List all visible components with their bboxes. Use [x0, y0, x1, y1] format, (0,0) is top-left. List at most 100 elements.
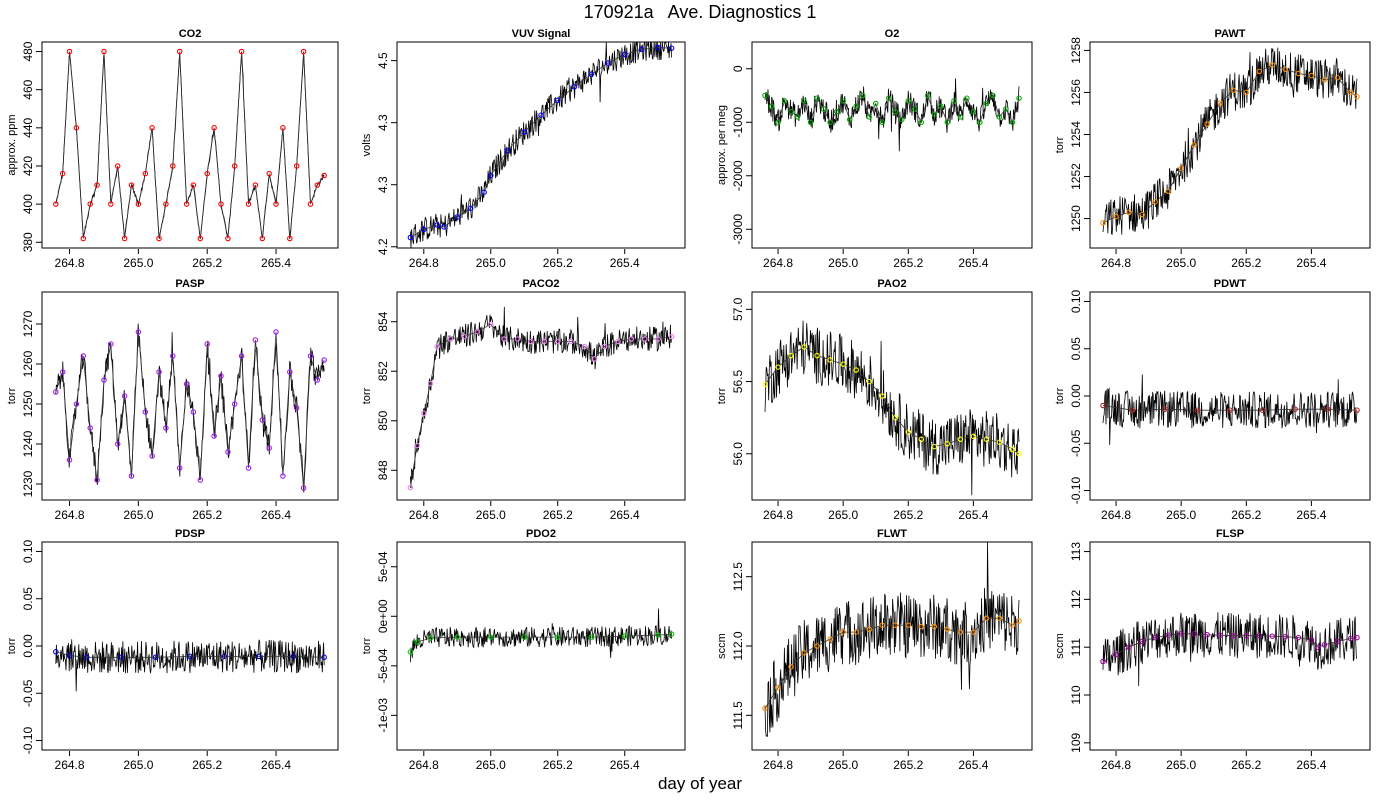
data-point: [866, 378, 872, 385]
data-point: [853, 103, 859, 109]
x-tick-label: 265.2: [1231, 508, 1261, 522]
data-point: [762, 92, 768, 99]
data-point: [642, 336, 648, 342]
data-point: [225, 449, 231, 455]
raw-trace: [410, 306, 672, 489]
data-point: [905, 98, 912, 104]
y-axis-label: torr: [1054, 136, 1066, 153]
data-point: [521, 129, 528, 135]
data-point: [541, 338, 548, 345]
y-tick-label: 0.05: [21, 587, 35, 611]
panel-paco2: PACO2 torr 264.8 265.0 265.2 265.4 848 850 852 85…: [361, 278, 686, 522]
x-tick-label: 265.4: [261, 256, 291, 270]
y-axis-label: approx. ppm: [6, 114, 18, 175]
x-tick-label: 265.2: [192, 758, 222, 772]
data-point: [488, 634, 494, 640]
y-tick-label: 110: [1069, 685, 1083, 704]
data-point: [775, 364, 781, 370]
x-tick-label: 265.0: [828, 508, 858, 522]
mean-line: [55, 51, 325, 239]
data-point: [183, 381, 190, 387]
figure-title: 170921a Ave. Diagnostics 1: [583, 2, 817, 22]
mean-line: [764, 94, 1020, 124]
data-point: [287, 235, 293, 242]
data-point: [944, 626, 951, 633]
data-point: [840, 361, 846, 367]
data-point: [970, 629, 977, 635]
data-point: [1230, 632, 1237, 639]
data-point: [1243, 89, 1250, 96]
data-point: [853, 367, 859, 373]
data-point: [879, 622, 885, 628]
data-point: [156, 369, 162, 375]
data-point: [996, 615, 1003, 622]
data-point: [655, 336, 661, 342]
y-tick-label: 4.5: [376, 52, 390, 69]
data-point: [775, 684, 781, 691]
raw-trace: [764, 541, 1020, 738]
y-tick-label: 1240: [21, 430, 35, 457]
data-point: [668, 333, 675, 340]
x-tick-label: 265.0: [1166, 758, 1196, 772]
data-point: [628, 336, 635, 342]
data-point: [983, 436, 990, 443]
data-point: [588, 634, 594, 640]
data-point: [252, 182, 259, 188]
data-point: [488, 321, 494, 327]
data-point: [1204, 632, 1210, 638]
raw-trace: [764, 320, 1020, 496]
y-tick-label: 56.5: [731, 370, 745, 394]
data-point: [307, 201, 314, 207]
data-point: [899, 116, 905, 123]
y-axis-label: sccm: [716, 633, 728, 659]
data-point: [885, 95, 892, 101]
data-point: [1016, 618, 1022, 624]
data-point: [1126, 644, 1132, 650]
x-tick-label: 265.0: [123, 758, 153, 772]
y-tick-label: 111.5: [731, 701, 745, 730]
raw-trace: [1102, 374, 1358, 445]
y-tick-label: 4.3: [376, 114, 390, 131]
data-point: [514, 336, 521, 342]
data-point: [840, 629, 846, 635]
data-point: [121, 393, 128, 399]
y-tick-label: 5e-04: [376, 551, 390, 582]
mean-line: [410, 323, 672, 488]
data-point: [866, 114, 872, 120]
y-axis-label: torr: [6, 387, 18, 404]
y-tick-label: 109: [1069, 732, 1083, 752]
data-point: [872, 100, 879, 107]
data-point: [421, 226, 427, 233]
y-tick-label: 0.00: [21, 634, 35, 658]
data-point: [218, 201, 224, 207]
x-tick-label: 265.0: [476, 758, 506, 772]
data-point: [293, 405, 300, 411]
data-point: [879, 119, 885, 126]
data-point: [568, 338, 574, 345]
y-axis-label: torr: [361, 637, 373, 654]
data-point: [427, 380, 434, 387]
data-point: [108, 341, 114, 347]
raw-trace: [55, 639, 325, 692]
data-point: [827, 119, 833, 126]
data-point: [187, 653, 193, 660]
x-tick-label: 265.2: [893, 758, 923, 772]
y-tick-label: 111: [1069, 638, 1083, 657]
data-point: [807, 119, 814, 126]
data-point: [879, 393, 885, 399]
data-point: [970, 108, 977, 115]
data-point: [554, 634, 561, 640]
raw-trace: [55, 323, 325, 493]
y-tick-label: 1254: [1069, 121, 1083, 148]
y-tick-label: 420: [21, 156, 35, 176]
y-tick-label: 0.10: [21, 539, 35, 563]
data-point: [447, 336, 454, 342]
data-point: [1217, 100, 1223, 106]
data-point: [461, 333, 467, 340]
data-point: [245, 201, 252, 207]
data-point: [280, 125, 286, 131]
mean-line: [410, 47, 672, 238]
x-tick-label: 265.4: [261, 758, 291, 772]
data-point: [238, 353, 245, 359]
y-tick-label: 848: [376, 460, 390, 480]
